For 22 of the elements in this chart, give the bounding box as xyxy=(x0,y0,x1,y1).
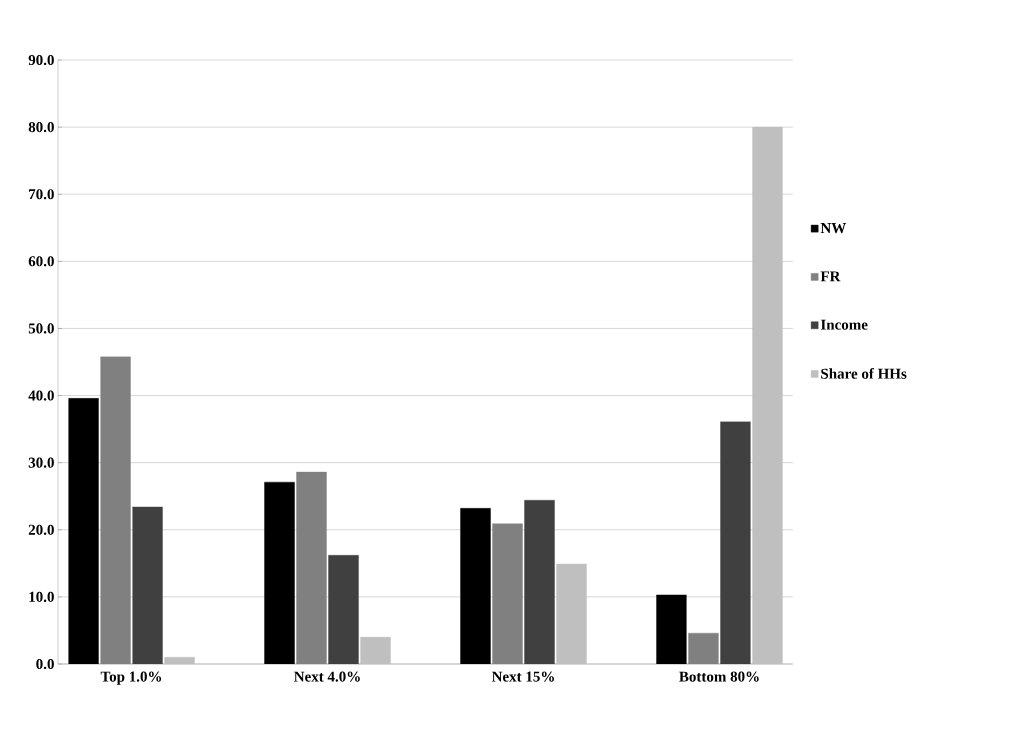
x-tick-label: Bottom 80% xyxy=(679,671,759,682)
y-tick-label: 70.0 xyxy=(29,189,54,200)
y-tick-label: 60.0 xyxy=(28,256,54,267)
legend-label: Share of HHs xyxy=(821,368,907,379)
y-tick-label: 10.0 xyxy=(29,591,54,602)
y-tick-label: 90.0 xyxy=(28,54,54,66)
bar xyxy=(556,563,587,664)
x-tick-label: Next 4.0% xyxy=(294,671,360,682)
y-tick-label: 0.0 xyxy=(36,658,54,670)
x-tick-label: Top 1.0% xyxy=(100,671,162,685)
legend-label: Income xyxy=(820,319,868,330)
bar xyxy=(752,126,783,664)
legend-label: FR xyxy=(820,271,841,282)
y-tick-label: 40.0 xyxy=(28,390,54,401)
y-tick-label: 80.0 xyxy=(28,122,54,133)
legend-label: NW xyxy=(820,223,847,234)
bar xyxy=(360,636,391,664)
x-tick-label: Next 15% xyxy=(491,671,554,682)
y-tick-label: 20.0 xyxy=(28,524,54,535)
y-tick-label: 50.0 xyxy=(28,323,54,334)
bar xyxy=(164,657,195,664)
y-tick-label: 30.0 xyxy=(28,457,54,468)
